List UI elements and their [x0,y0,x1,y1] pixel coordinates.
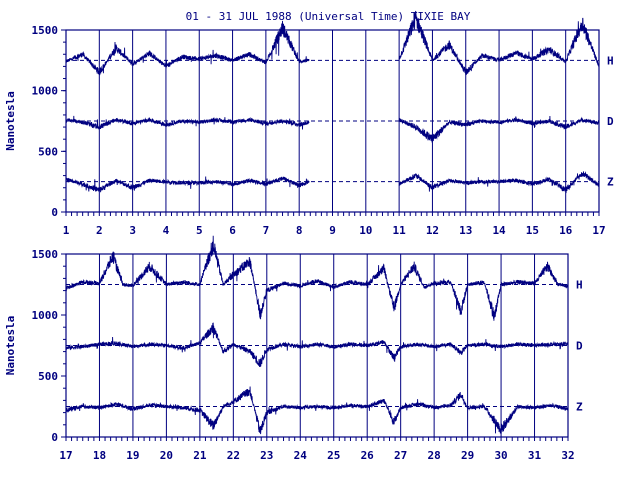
panel-2: 17 18 19 20 21 22 23 24 25 26 27 28 29 30 31 32 0 500 1000… [4,235,583,462]
trace-d [66,322,568,368]
x-tick-label: 10 [359,224,372,237]
trace-z [66,171,599,194]
series-label-z: Z [607,176,614,189]
x-tick-label: 25 [327,449,340,462]
x-tick-label: 29 [461,449,474,462]
x-tick-label: 21 [193,449,207,462]
series-label-z: Z [576,401,583,414]
x-tick-label: 16 [559,224,573,237]
x-tick-label: 11 [393,224,407,237]
x-tick-label: 8 [296,224,303,237]
series-label-h: H [607,54,614,67]
trace-h [66,10,599,76]
x-tick-label: 28 [428,449,441,462]
y-axis-label: Nanotesla [4,316,17,376]
series-label-h: H [576,279,583,292]
y-tick-label: 1500 [32,24,59,37]
x-tick-label: 1 [63,224,70,237]
x-tick-label: 15 [526,224,539,237]
x-tick-label: 31 [528,449,542,462]
y-tick-label: 1500 [32,248,59,261]
y-tick-label: 1000 [32,309,59,322]
trace-z [66,386,568,435]
x-tick-label: 4 [163,224,170,237]
chart-title: 01 - 31 JUL 1988 (Universal Time) TIXIE … [186,10,471,23]
y-axis-label: Nanotesla [4,91,17,151]
x-tick-label: 17 [592,224,605,237]
panel-1: 1 2 3 4 5 6 7 8 9 10 11 12 13 14 15 16 17050010001500Nan… [4,10,614,237]
y-tick-label: 0 [51,431,58,444]
series-label-d: D [607,115,614,128]
x-tick-label: 6 [229,224,236,237]
x-tick-label: 13 [459,224,472,237]
x-tick-label: 17 [59,449,72,462]
trace-h [66,235,568,321]
series-label-d: D [576,340,583,353]
x-tick-label: 12 [426,224,439,237]
x-tick-label: 22 [227,449,240,462]
x-tick-label: 9 [329,224,336,237]
x-tick-label: 19 [126,449,139,462]
x-tick-label: 7 [263,224,270,237]
y-tick-label: 0 [51,206,58,219]
y-tick-label: 1000 [32,85,59,98]
x-tick-label: 20 [160,449,173,462]
y-tick-label: 500 [38,145,58,158]
trace-d [66,115,599,143]
x-tick-label: 23 [260,449,273,462]
x-tick-label: 5 [196,224,203,237]
x-tick-label: 2 [96,224,103,237]
x-tick-label: 18 [93,449,106,462]
x-tick-label: 26 [361,449,375,462]
x-tick-label: 24 [294,449,308,462]
x-tick-label: 32 [561,449,574,462]
x-tick-label: 3 [129,224,136,237]
x-tick-label: 14 [492,224,506,237]
x-tick-label: 30 [494,449,507,462]
y-tick-label: 500 [38,370,58,383]
x-tick-label: 27 [394,449,407,462]
